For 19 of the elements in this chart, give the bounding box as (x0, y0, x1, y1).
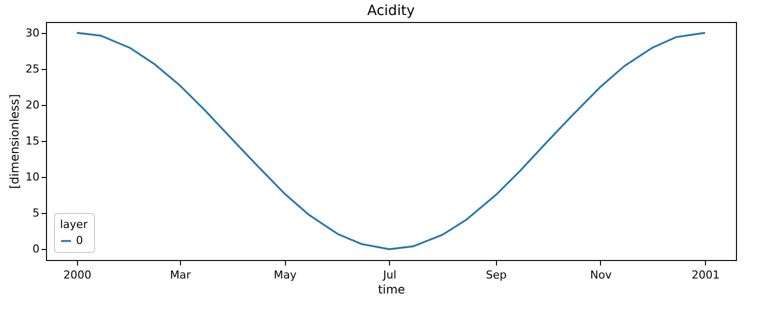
y-tick-label: 0 (32, 242, 40, 256)
y-tick-label: 10 (26, 170, 40, 184)
x-tick-label: Mar (170, 268, 192, 282)
x-tick-label: Sep (486, 268, 507, 282)
y-tick-label: 25 (26, 62, 40, 76)
chart-title: Acidity (367, 3, 415, 19)
x-axis-title: time (378, 282, 406, 296)
legend-label: 0 (76, 234, 83, 247)
y-tick-label: 30 (26, 26, 40, 40)
legend-title: layer (60, 218, 88, 231)
y-tick-label: 15 (26, 134, 40, 148)
x-tick-label: 2000 (63, 268, 92, 282)
x-tick-label: Nov (590, 268, 612, 282)
y-axis-title: [dimensionless] (8, 94, 22, 189)
x-tick-label: Jul (382, 268, 396, 282)
x-tick-label: May (274, 268, 297, 282)
x-tick-label: 2001 (692, 268, 720, 282)
y-tick-label: 5 (32, 206, 40, 220)
y-tick-label: 20 (26, 98, 40, 112)
